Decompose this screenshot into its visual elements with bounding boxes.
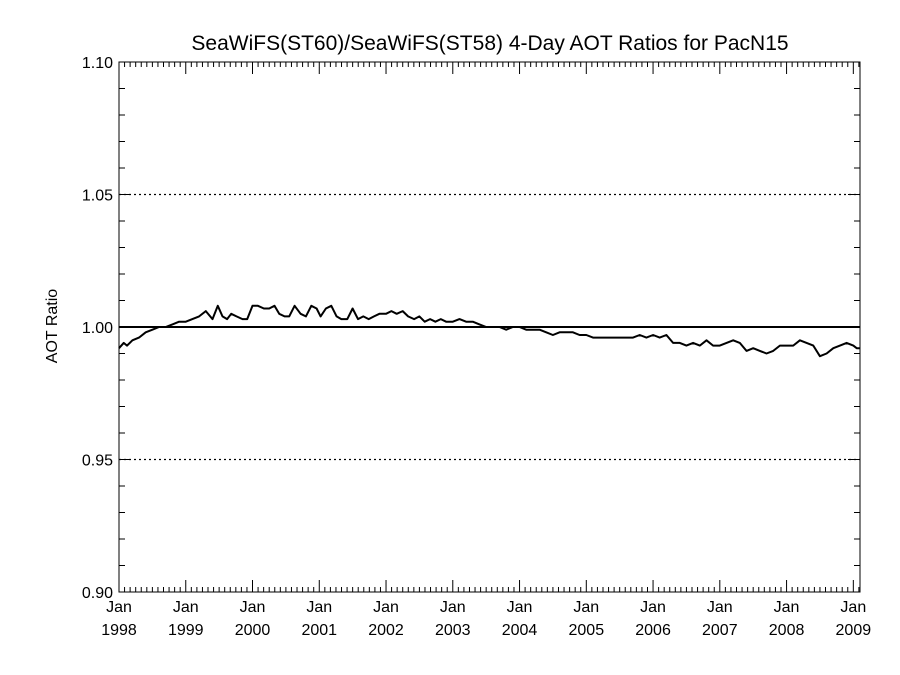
y-tick-label-1: 0.95 — [82, 453, 113, 470]
x-tick-year-3: 2001 — [301, 622, 337, 639]
y-tick-label-2: 1.00 — [82, 320, 113, 337]
x-tick-month-1: Jan — [173, 599, 199, 616]
gridlines — [119, 193, 860, 461]
y-tick-label-0: 0.90 — [82, 585, 113, 602]
x-tick-month-11: Jan — [840, 599, 866, 616]
x-tick-labels: Jan 1998 Jan 1999 Jan 2000 Jan 2001 Jan 2002 Jan 20… — [101, 599, 871, 639]
series-group — [118, 304, 860, 358]
x-tick-year-8: 2006 — [635, 622, 671, 639]
x-tick-year-9: 2007 — [702, 622, 738, 639]
x-tick-month-3: Jan — [306, 599, 332, 616]
x-tick-year-10: 2008 — [769, 622, 805, 639]
series-line-0 — [118, 304, 860, 358]
x-tick-month-7: Jan — [573, 599, 599, 616]
x-tick-year-4: 2002 — [368, 622, 404, 639]
x-tick-month-10: Jan — [774, 599, 800, 616]
x-tick-year-1: 1999 — [168, 622, 204, 639]
x-tick-month-4: Jan — [373, 599, 399, 616]
x-tick-year-2: 2000 — [235, 622, 271, 639]
y-tick-label-3: 1.05 — [82, 188, 113, 205]
x-tick-year-7: 2005 — [569, 622, 605, 639]
x-tick-month-2: Jan — [240, 599, 266, 616]
x-tick-year-0: 1998 — [101, 622, 137, 639]
x-tick-year-6: 2004 — [502, 622, 538, 639]
tick-marks — [118, 61, 860, 593]
x-tick-month-6: Jan — [507, 599, 533, 616]
y-tick-labels: 0.90 0.95 1.00 1.05 1.10 — [82, 55, 113, 602]
x-tick-month-0: Jan — [106, 599, 132, 616]
x-tick-month-9: Jan — [707, 599, 733, 616]
x-tick-year-11: 2009 — [836, 622, 872, 639]
y-axis-label: AOT Ratio — [44, 289, 61, 364]
x-tick-month-8: Jan — [640, 599, 666, 616]
x-tick-month-5: Jan — [440, 599, 466, 616]
plot-frame — [118, 61, 861, 593]
x-tick-year-5: 2003 — [435, 622, 471, 639]
chart-title: SeaWiFS(ST60)/SeaWiFS(ST58) 4-Day AOT Ra… — [191, 32, 788, 55]
y-tick-label-4: 1.10 — [82, 55, 113, 72]
